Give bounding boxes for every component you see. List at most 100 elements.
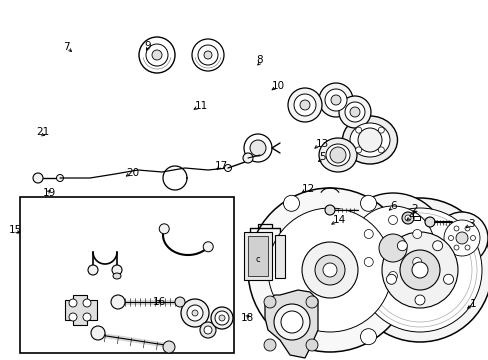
Circle shape (330, 95, 340, 105)
Circle shape (329, 147, 346, 163)
Circle shape (464, 245, 469, 250)
Circle shape (175, 297, 184, 307)
Circle shape (337, 193, 447, 303)
Circle shape (397, 241, 407, 251)
Text: 19: 19 (43, 188, 56, 198)
Circle shape (200, 322, 216, 338)
Circle shape (69, 299, 77, 307)
Text: 14: 14 (332, 215, 345, 225)
Circle shape (83, 313, 91, 321)
Circle shape (378, 127, 384, 133)
Polygon shape (274, 235, 285, 278)
Polygon shape (264, 290, 317, 358)
Circle shape (314, 255, 345, 285)
Text: 12: 12 (302, 184, 315, 194)
Circle shape (464, 226, 469, 231)
Circle shape (33, 173, 43, 183)
Circle shape (469, 235, 474, 240)
Circle shape (381, 232, 457, 308)
Circle shape (192, 310, 198, 316)
Ellipse shape (318, 138, 356, 172)
Text: 4: 4 (408, 211, 415, 221)
Circle shape (264, 339, 275, 351)
Text: 21: 21 (37, 127, 50, 138)
Circle shape (338, 96, 370, 128)
Circle shape (264, 296, 275, 308)
Circle shape (244, 134, 271, 162)
Circle shape (424, 217, 434, 227)
FancyBboxPatch shape (20, 197, 233, 353)
Circle shape (247, 188, 411, 352)
Circle shape (293, 94, 315, 116)
Text: 17: 17 (215, 161, 228, 171)
Circle shape (111, 295, 125, 309)
Polygon shape (244, 232, 271, 280)
Text: 3: 3 (468, 219, 474, 229)
Circle shape (302, 242, 357, 298)
Circle shape (435, 212, 487, 264)
Circle shape (203, 242, 213, 252)
Ellipse shape (342, 116, 397, 164)
Circle shape (281, 311, 303, 333)
Circle shape (364, 230, 372, 238)
Circle shape (192, 39, 224, 71)
Text: 1: 1 (468, 299, 475, 309)
Text: 20: 20 (126, 168, 139, 178)
Circle shape (325, 205, 334, 215)
Circle shape (287, 88, 321, 122)
Circle shape (360, 195, 376, 211)
Circle shape (432, 241, 442, 251)
Circle shape (283, 195, 299, 211)
Circle shape (411, 262, 427, 278)
Circle shape (447, 235, 452, 240)
Circle shape (219, 315, 224, 321)
Circle shape (443, 220, 479, 256)
Circle shape (404, 215, 410, 221)
Circle shape (198, 45, 218, 65)
Circle shape (273, 304, 309, 340)
Ellipse shape (325, 144, 349, 166)
Circle shape (283, 329, 299, 345)
Circle shape (69, 313, 77, 321)
Circle shape (350, 206, 434, 290)
Circle shape (305, 296, 317, 308)
Circle shape (443, 274, 452, 284)
Text: 9: 9 (144, 41, 151, 51)
Circle shape (91, 326, 105, 340)
Circle shape (186, 305, 203, 321)
Circle shape (203, 326, 212, 334)
Circle shape (146, 44, 168, 66)
Circle shape (455, 232, 467, 244)
Circle shape (215, 311, 228, 325)
Circle shape (299, 100, 309, 110)
Text: 11: 11 (194, 101, 207, 111)
Text: 2: 2 (410, 204, 417, 214)
Ellipse shape (349, 123, 389, 157)
Circle shape (88, 265, 98, 275)
Circle shape (152, 50, 162, 60)
Circle shape (357, 128, 381, 152)
Circle shape (163, 341, 175, 353)
Text: 13: 13 (315, 139, 328, 149)
Text: 6: 6 (389, 201, 396, 211)
Polygon shape (65, 295, 97, 325)
Circle shape (224, 165, 231, 171)
Circle shape (453, 226, 458, 231)
Circle shape (414, 295, 424, 305)
Circle shape (355, 127, 361, 133)
Circle shape (360, 329, 376, 345)
Circle shape (355, 147, 361, 153)
Text: c: c (256, 256, 260, 265)
Circle shape (364, 257, 372, 266)
Circle shape (305, 339, 317, 351)
Circle shape (401, 212, 413, 224)
Text: 7: 7 (63, 42, 70, 52)
Circle shape (203, 51, 212, 59)
Circle shape (159, 224, 169, 234)
Text: 5: 5 (318, 152, 325, 162)
Circle shape (347, 198, 488, 342)
Circle shape (57, 175, 63, 181)
Text: 15: 15 (9, 225, 22, 235)
Circle shape (210, 307, 232, 329)
Circle shape (112, 265, 122, 275)
